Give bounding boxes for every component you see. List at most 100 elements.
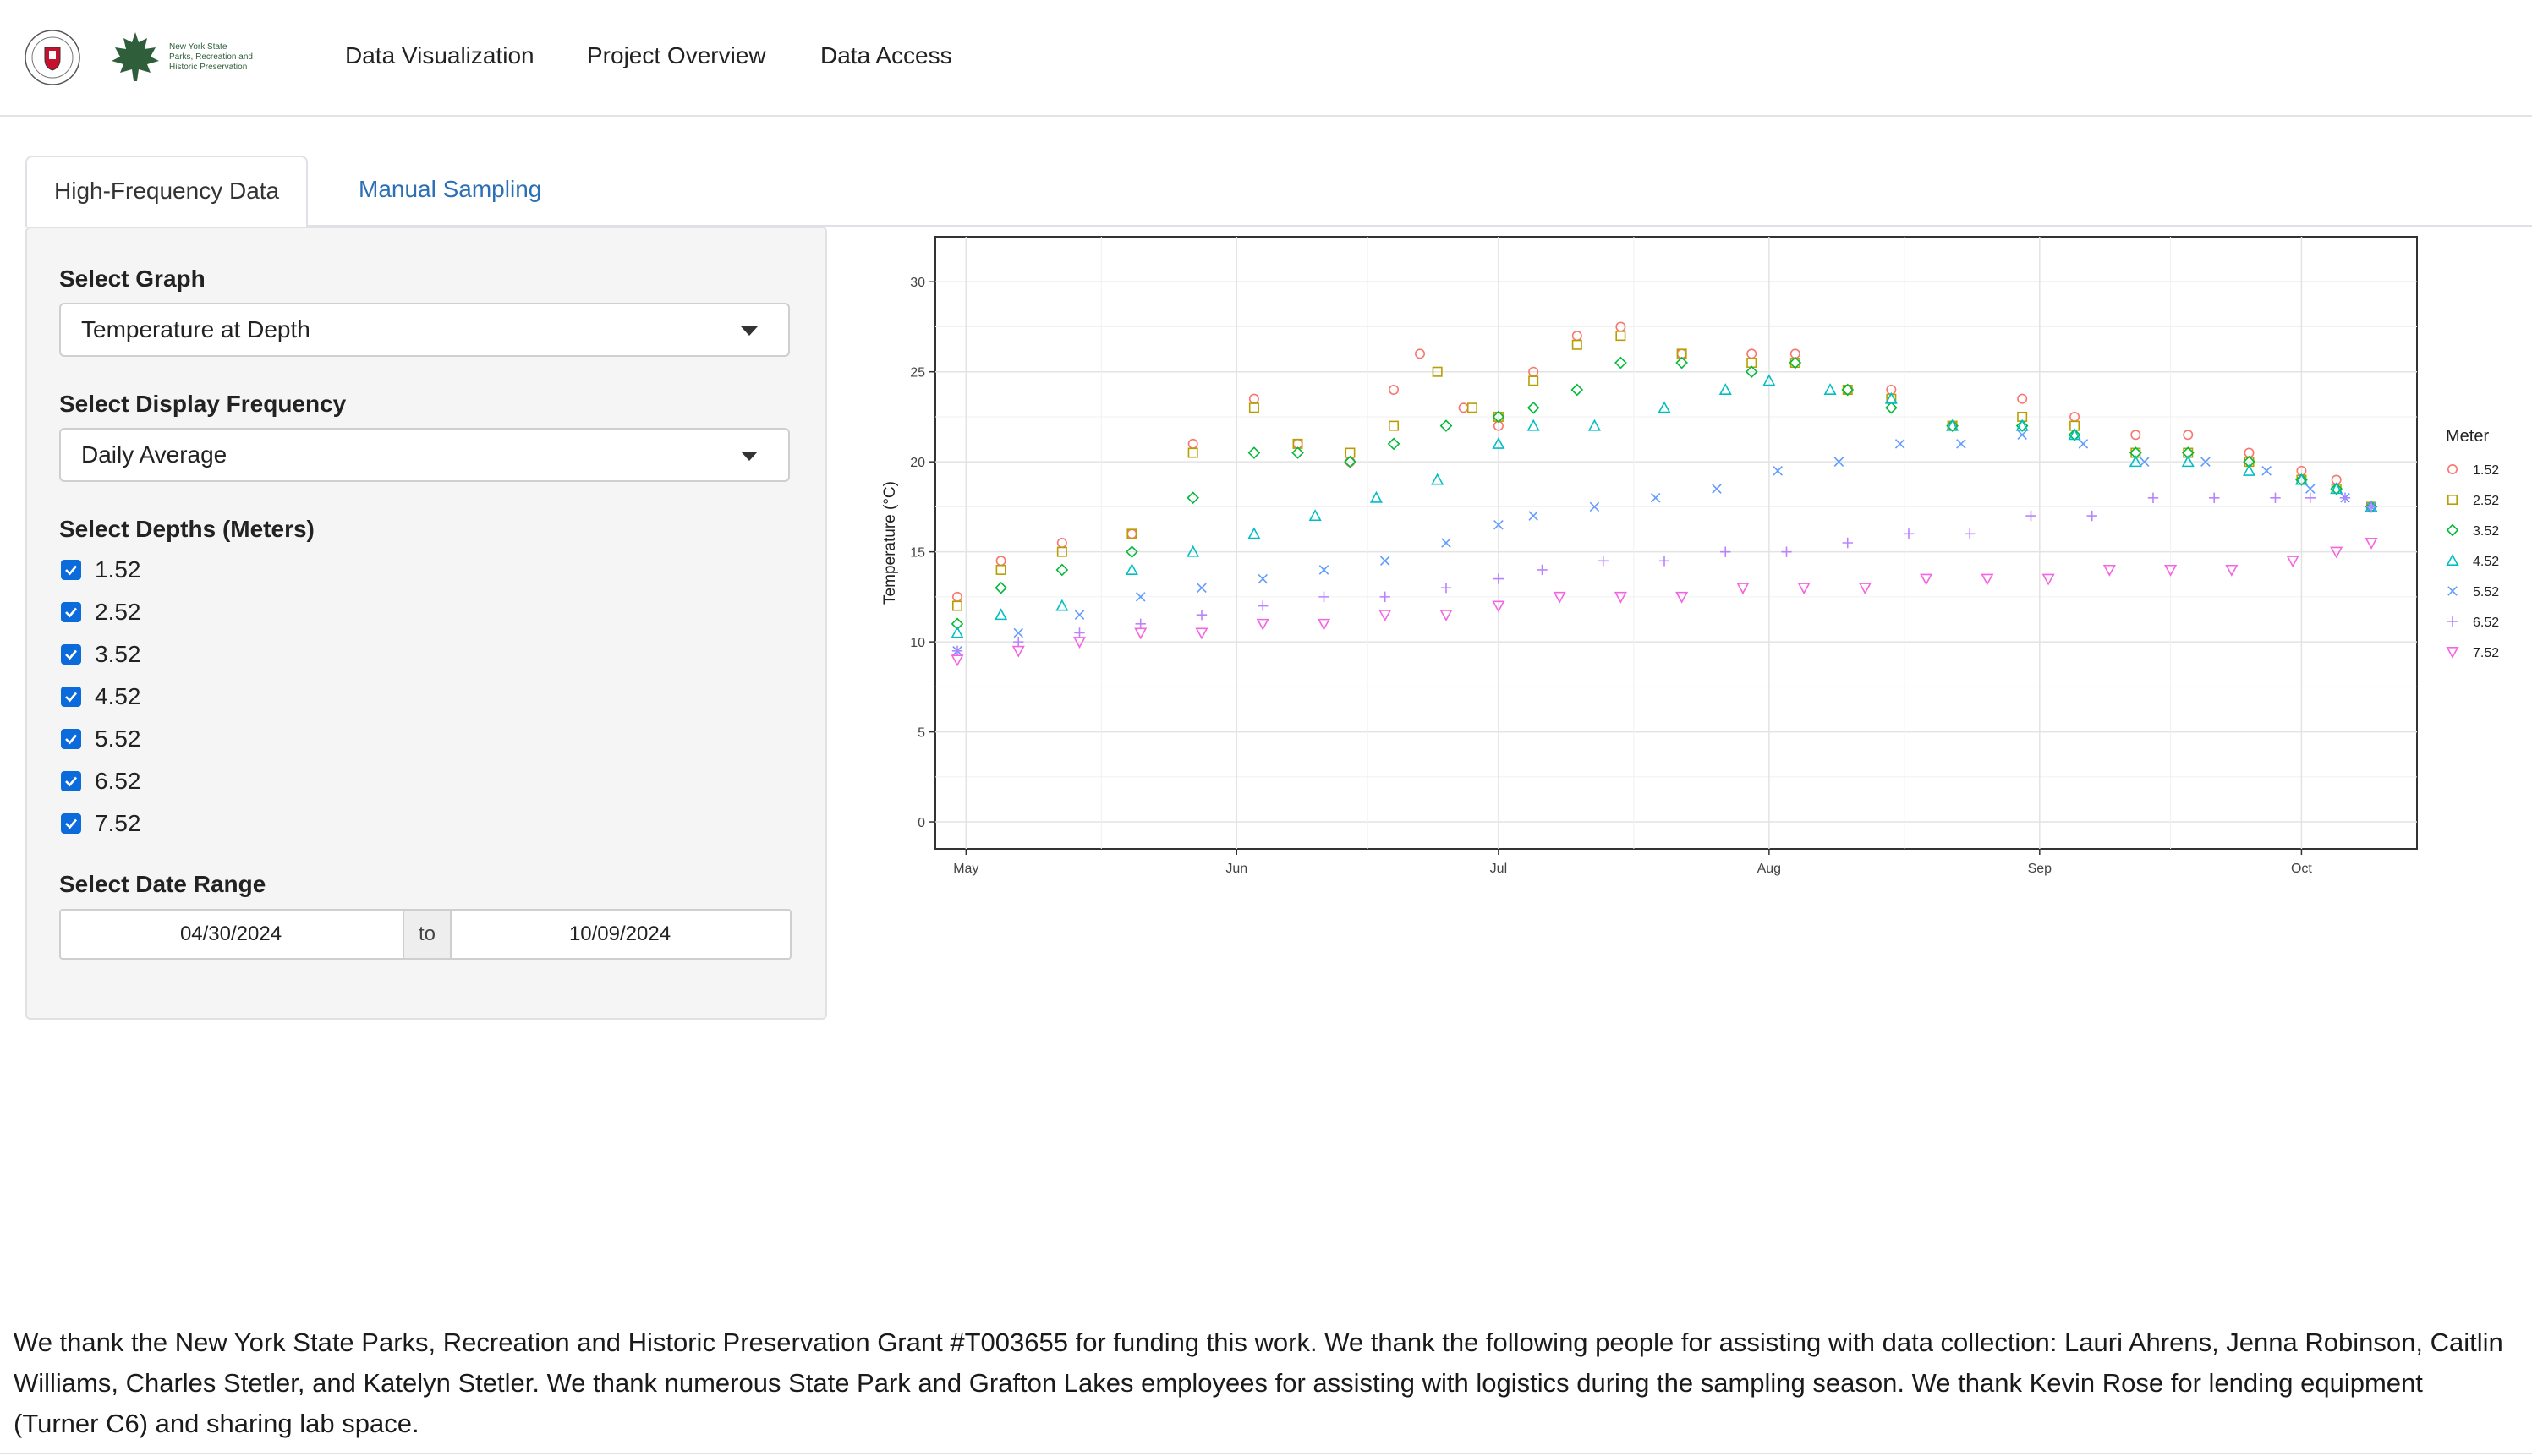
data-point (1247, 527, 1261, 539)
data-point (951, 645, 963, 656)
end-date-input[interactable]: 10/09/2024 (568, 922, 671, 945)
data-point (1369, 490, 1383, 503)
nav-project-overview[interactable]: Project Overview (587, 42, 766, 68)
data-point (1318, 591, 1329, 603)
data-point (2041, 573, 2055, 586)
acknowledgment-text: We thank the New York State Parks, Recre… (14, 1327, 2503, 1438)
legend-label: 5.52 (2473, 585, 2499, 599)
y-tick-label: 5 (918, 726, 925, 741)
data-point (1823, 383, 1837, 395)
depth-label: 7.52 (95, 810, 141, 836)
x-tick-label: Aug (1757, 862, 1781, 876)
data-point (1894, 439, 1905, 449)
data-point (2025, 510, 2036, 522)
data-point (2225, 564, 2239, 577)
data-point (1903, 528, 1915, 539)
checkbox-checked-icon[interactable] (61, 687, 81, 707)
data-point (1187, 545, 1200, 557)
data-point (2181, 455, 2195, 468)
data-point (1841, 383, 1855, 397)
frequency-select[interactable]: Daily Average (59, 428, 790, 482)
data-point (2209, 492, 2220, 503)
data-point (1571, 339, 1582, 350)
checkbox-checked-icon[interactable] (61, 560, 81, 580)
data-point (1614, 356, 1627, 369)
nav-data-visualization[interactable]: Data Visualization (345, 42, 534, 68)
legend-key (2446, 554, 2459, 566)
data-point (1135, 592, 1146, 602)
data-point (2129, 455, 2142, 468)
checkbox-checked-icon[interactable] (61, 644, 81, 665)
series-4.52 (951, 374, 2378, 638)
checkbox-checked-icon[interactable] (61, 602, 81, 622)
plot-panel (934, 236, 2418, 850)
data-point (1492, 437, 1505, 449)
data-point (1125, 563, 1138, 575)
x-tick-label: Jul (1490, 862, 1507, 876)
data-point (2261, 466, 2272, 476)
checkbox-checked-icon[interactable] (61, 729, 81, 749)
tab-high-frequency-data[interactable]: High-Frequency Data (25, 156, 309, 228)
date-range-label: Select Date Range (59, 871, 266, 897)
data-point (1247, 446, 1261, 459)
start-date-input[interactable]: 04/30/2024 (179, 922, 282, 945)
y-tick-label: 0 (918, 816, 925, 830)
series-3.52 (951, 356, 2378, 631)
date-range-separator: to (403, 911, 452, 958)
data-point (1056, 546, 1067, 557)
legend-key (2447, 586, 2458, 596)
data-point (1492, 410, 1505, 424)
data-point (1598, 556, 1609, 567)
data-point (951, 654, 964, 667)
data-point (1072, 637, 1087, 649)
display-frequency-label: Select Display Frequency (59, 391, 347, 417)
checkbox-checked-icon[interactable] (61, 813, 81, 834)
legend-label: 1.52 (2473, 463, 2499, 478)
data-point (1187, 491, 1199, 505)
y-tick-label: 10 (910, 636, 925, 650)
checkbox-checked-icon[interactable] (61, 771, 81, 791)
data-point (1291, 446, 1304, 459)
y-tick-label: 25 (910, 366, 925, 380)
x-tick-label: May (953, 862, 978, 876)
tab-manual-sampling[interactable]: Manual Sampling (359, 176, 542, 202)
data-point (2365, 538, 2378, 550)
depth-label: 4.52 (95, 683, 141, 709)
data-point (1615, 331, 1626, 342)
data-point (2078, 439, 2089, 449)
data-point (2139, 457, 2150, 467)
data-point (2129, 446, 2142, 459)
data-point (2068, 428, 2081, 441)
data-point (1493, 573, 1504, 584)
frequency-select-value: Daily Average (81, 441, 227, 468)
data-point (1528, 511, 1538, 521)
data-point (1797, 583, 1811, 595)
data-point (2305, 484, 2316, 494)
legend-label: 3.52 (2473, 524, 2499, 539)
x-tick-label: Jun (1225, 862, 1247, 876)
caret-down-icon (741, 452, 758, 461)
data-points (951, 321, 2378, 667)
nav-data-access[interactable]: Data Access (820, 42, 952, 68)
data-point (1526, 401, 1540, 414)
logo-text-line2: Parks, Recreation and (169, 52, 253, 62)
data-point (1528, 375, 1539, 386)
y-axis-label: Temperature (°C) (881, 481, 899, 605)
data-point (1492, 600, 1505, 613)
data-point (2017, 393, 2028, 404)
data-point (1387, 437, 1400, 451)
series-5.52 (952, 430, 2376, 656)
x-tick-label: Sep (2028, 862, 2052, 876)
data-point (1842, 537, 1853, 549)
date-range-input: 04/30/2024 to 10/09/2024 (59, 909, 792, 960)
data-point (1248, 402, 1259, 413)
graph-select[interactable]: Temperature at Depth (59, 303, 790, 357)
depth-label: 2.52 (95, 599, 141, 625)
x-axis: May Jun Jul Aug Sep Oct (953, 849, 2312, 876)
depths-label: Select Depths (Meters) (59, 516, 315, 542)
data-point (1378, 610, 1392, 622)
data-point (2365, 501, 2378, 513)
data-point (995, 581, 1007, 594)
navbar: New York State Parks, Recreation and His… (0, 0, 2532, 117)
sidebar-panel: Select Graph Temperature at Depth Select… (25, 227, 827, 1020)
